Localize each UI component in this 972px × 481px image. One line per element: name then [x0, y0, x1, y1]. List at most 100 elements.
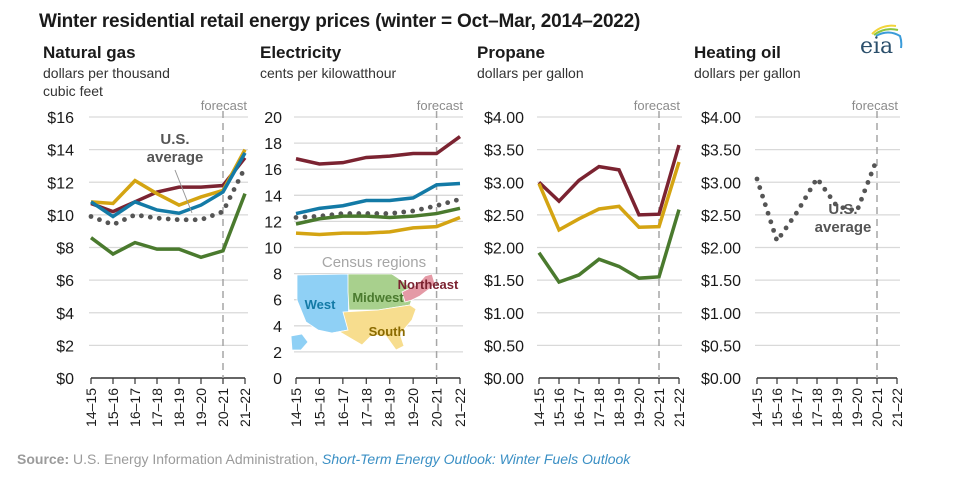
series-point — [868, 171, 874, 177]
x-tick-label: 19–20 — [405, 388, 421, 427]
y-tick-label: $1.00 — [484, 306, 524, 323]
source-text: U.S. Energy Information Administration, — [69, 451, 323, 467]
series-line-south — [295, 215, 461, 237]
y-tick-label: $1.00 — [701, 306, 741, 323]
series-point — [97, 217, 102, 223]
x-tick-label: 17–18 — [149, 388, 165, 427]
series-point — [183, 217, 189, 223]
series-point — [822, 186, 828, 192]
series-line-u-s-average — [88, 171, 245, 226]
series-point — [445, 200, 451, 206]
y-tick-label: $0.00 — [701, 371, 741, 388]
annotation-text: U.S. — [828, 201, 857, 218]
x-tick-label: 16–17 — [127, 388, 143, 427]
series-point — [227, 195, 233, 200]
x-tick-label: 18–19 — [611, 388, 627, 427]
y-tick-label: $14 — [47, 143, 74, 160]
y-tick-label: 2 — [273, 345, 282, 362]
series-point — [113, 220, 119, 226]
panel-natural-gas: $0 $2 $4 $6 $8 $10 $12 $14 $16 14–15 15–16 16–17 17–… — [47, 98, 253, 427]
y-tick-label: 20 — [264, 110, 282, 127]
x-tick-label: 20–21 — [429, 388, 445, 427]
series-point — [849, 207, 855, 213]
series-point — [147, 214, 153, 220]
map-region-northeast — [401, 273, 436, 303]
series-point — [788, 218, 794, 223]
x-tick-label: 19–20 — [193, 388, 209, 427]
x-tick-label: 14–15 — [531, 388, 547, 427]
series-point — [201, 216, 207, 222]
series-line-west — [295, 181, 461, 216]
x-tick-label: 20–21 — [215, 388, 231, 427]
series-point — [793, 210, 799, 216]
panel-unit-propane: dollars per gallon — [477, 65, 584, 81]
series-point — [865, 180, 871, 185]
y-tick-label: $4.00 — [484, 110, 524, 127]
y-tick-label: $0.00 — [484, 371, 524, 388]
y-tick-label: $2.00 — [701, 241, 741, 258]
unit-line: cubic feet — [43, 83, 103, 99]
series-point — [235, 179, 241, 184]
series-line-midwest — [537, 209, 681, 285]
series-point — [239, 171, 245, 176]
series-line-northeast — [90, 156, 247, 214]
x-tick-label: 15–16 — [769, 388, 785, 427]
x-tick-label: 20–21 — [651, 388, 667, 427]
map-region-west — [290, 273, 350, 351]
series-point — [218, 210, 224, 215]
logo-text: eia — [860, 34, 893, 59]
series-point — [383, 211, 389, 216]
series-point — [138, 213, 144, 219]
series-line-midwest — [89, 193, 247, 260]
panel-title-electricity: Electricity — [260, 43, 342, 62]
x-tick-label: 18–19 — [171, 388, 187, 427]
series-point — [817, 179, 823, 185]
series-point — [122, 217, 127, 222]
x-tick-label: 17–18 — [809, 388, 825, 427]
x-tick-label: 21–22 — [889, 388, 905, 427]
x-tick-label: 15–16 — [551, 388, 567, 427]
y-tick-label: 12 — [264, 214, 282, 231]
map-label-midwest: Midwest — [352, 290, 404, 305]
series-line-west — [90, 152, 247, 219]
x-tick-label: 16–17 — [571, 388, 587, 427]
series-point — [855, 205, 861, 211]
map-region-south — [331, 304, 417, 351]
series-point — [754, 176, 760, 182]
y-tick-label: $6 — [56, 273, 74, 290]
series-point — [827, 194, 833, 200]
y-tick-label: $12 — [47, 175, 74, 192]
series-line-northeast — [537, 144, 681, 217]
series-line-south — [90, 148, 247, 207]
x-tick-label: 21–22 — [237, 388, 253, 427]
source-link[interactable]: Short-Term Energy Outlook: Winter Fuels … — [322, 451, 631, 467]
y-tick-label: $10 — [47, 208, 74, 225]
series-point — [771, 227, 776, 233]
series-line-u-s-average — [754, 163, 877, 242]
y-tick-label: $0 — [56, 371, 74, 388]
x-tick-label: 14–15 — [749, 388, 765, 427]
series-line-northeast — [295, 135, 462, 166]
series-point — [209, 213, 215, 218]
unit-line: dollars per thousand — [43, 65, 170, 81]
y-tick-label: $3.00 — [701, 175, 741, 192]
series-point — [223, 203, 229, 209]
series-point — [410, 208, 416, 214]
logo-arc-yellow — [871, 24, 897, 35]
panel-unit-electricity: cents per kilowatthour — [260, 65, 397, 81]
x-tick-label: 18–19 — [829, 388, 845, 427]
y-tick-label: $0.50 — [701, 338, 741, 355]
series-point — [768, 219, 774, 225]
source-label: Source: — [17, 451, 70, 467]
series-point — [302, 214, 308, 220]
logo-arc-blue — [875, 31, 903, 49]
series-point — [105, 220, 111, 226]
panel-propane: $0.00 $0.50 $1.00 $1.50 $2.00 $2.50 $3.00 $3.50… — [484, 98, 687, 427]
y-tick-label: $0.50 — [484, 338, 524, 355]
logo-arc-green — [873, 28, 899, 36]
y-tick-label: $2.50 — [484, 208, 524, 225]
us-average-annotation: U.S.average — [147, 131, 203, 214]
y-tick-label: $16 — [47, 110, 74, 127]
y-tick-label: $2.00 — [484, 241, 524, 258]
